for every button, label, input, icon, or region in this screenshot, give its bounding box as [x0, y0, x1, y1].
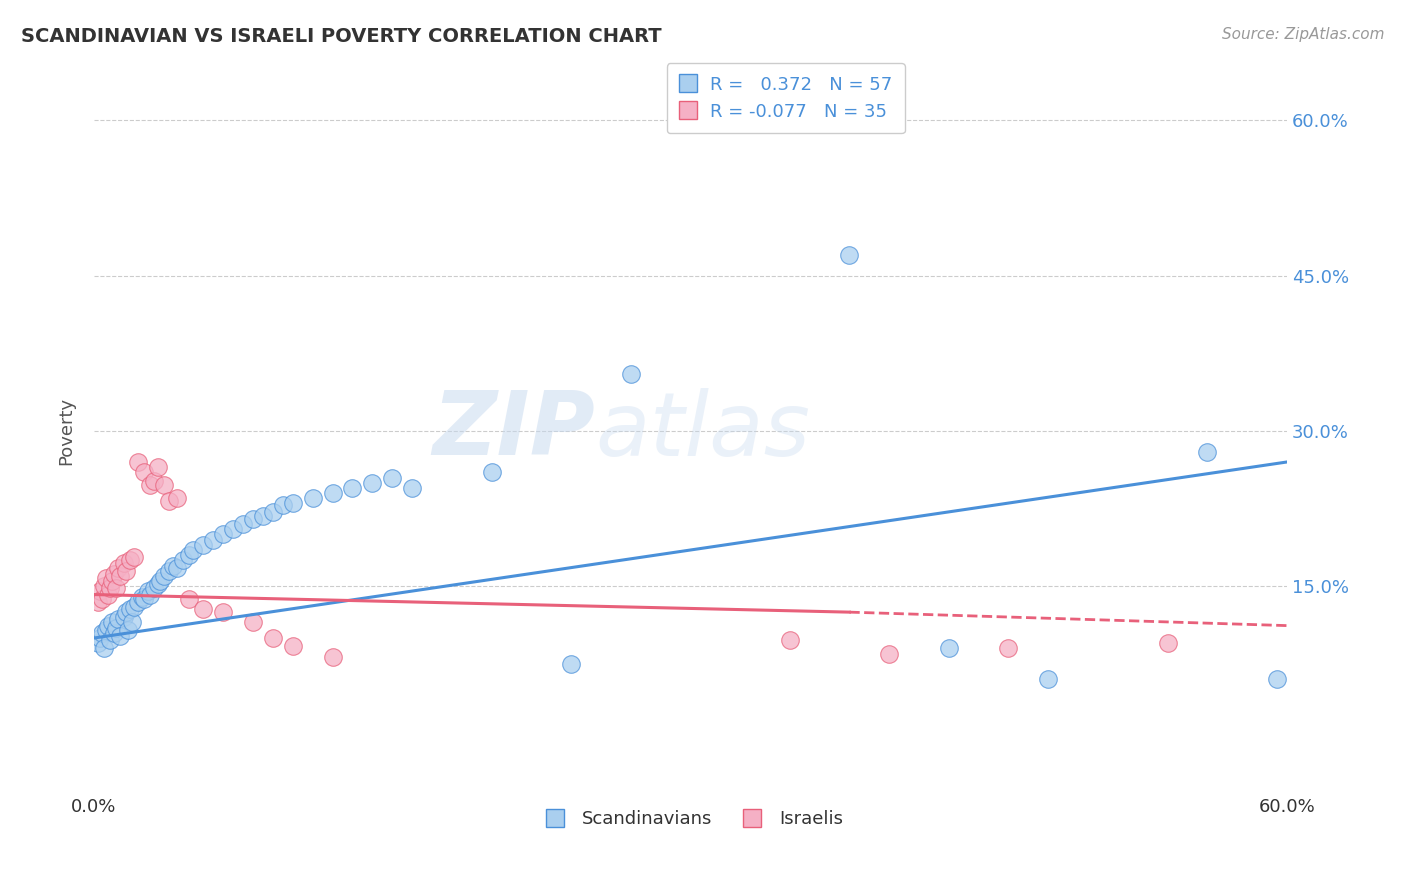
Point — [121, 615, 143, 630]
Point — [101, 615, 124, 630]
Point — [212, 527, 235, 541]
Point — [212, 605, 235, 619]
Point — [132, 466, 155, 480]
Point — [98, 582, 121, 596]
Point — [193, 602, 215, 616]
Point — [166, 491, 188, 506]
Point — [342, 481, 364, 495]
Point — [281, 496, 304, 510]
Text: SCANDINAVIAN VS ISRAELI POVERTY CORRELATION CHART: SCANDINAVIAN VS ISRAELI POVERTY CORRELAT… — [21, 27, 662, 45]
Y-axis label: Poverty: Poverty — [58, 397, 75, 465]
Point — [262, 505, 284, 519]
Point — [117, 623, 139, 637]
Point — [172, 553, 194, 567]
Point — [118, 602, 141, 616]
Point — [159, 494, 181, 508]
Point — [938, 641, 960, 656]
Point — [104, 621, 127, 635]
Point — [127, 455, 149, 469]
Point — [321, 649, 343, 664]
Point — [271, 499, 294, 513]
Point — [118, 553, 141, 567]
Point — [281, 640, 304, 654]
Point — [98, 633, 121, 648]
Point — [146, 577, 169, 591]
Point — [1156, 636, 1178, 650]
Point — [620, 367, 643, 381]
Point — [779, 633, 801, 648]
Point — [107, 612, 129, 626]
Point — [112, 610, 135, 624]
Point — [179, 548, 201, 562]
Point — [103, 566, 125, 581]
Point — [179, 591, 201, 606]
Point — [93, 641, 115, 656]
Point — [361, 475, 384, 490]
Point — [183, 543, 205, 558]
Point — [90, 591, 112, 606]
Point — [138, 588, 160, 602]
Point — [94, 623, 117, 637]
Point — [142, 474, 165, 488]
Point — [131, 590, 153, 604]
Point — [127, 595, 149, 609]
Point — [152, 477, 174, 491]
Point — [321, 486, 343, 500]
Point — [108, 569, 131, 583]
Point — [1038, 673, 1060, 687]
Point — [232, 517, 254, 532]
Point — [114, 564, 136, 578]
Point — [166, 560, 188, 574]
Point — [89, 631, 111, 645]
Point — [560, 657, 582, 671]
Point — [97, 588, 120, 602]
Point — [114, 605, 136, 619]
Point — [877, 647, 900, 661]
Point — [1265, 673, 1288, 687]
Point — [301, 491, 323, 506]
Point — [162, 558, 184, 573]
Point — [142, 582, 165, 596]
Point — [101, 574, 124, 588]
Point — [107, 560, 129, 574]
Point — [103, 625, 125, 640]
Point — [87, 595, 110, 609]
Point — [222, 522, 245, 536]
Point — [138, 477, 160, 491]
Point — [122, 599, 145, 614]
Text: ZIP: ZIP — [432, 387, 595, 475]
Point — [1197, 444, 1219, 458]
Point — [94, 571, 117, 585]
Point — [152, 569, 174, 583]
Point — [202, 533, 225, 547]
Point — [87, 636, 110, 650]
Point — [242, 615, 264, 630]
Point — [122, 550, 145, 565]
Legend: Scandinavians, Israelis: Scandinavians, Israelis — [530, 803, 851, 835]
Point — [97, 618, 120, 632]
Point — [242, 512, 264, 526]
Point — [997, 641, 1019, 656]
Point — [108, 629, 131, 643]
Point — [193, 538, 215, 552]
Point — [112, 557, 135, 571]
Point — [401, 481, 423, 495]
Point — [148, 574, 170, 588]
Text: atlas: atlas — [595, 388, 810, 474]
Point — [252, 508, 274, 523]
Point — [159, 564, 181, 578]
Point — [838, 248, 860, 262]
Point — [146, 460, 169, 475]
Point — [104, 582, 127, 596]
Point — [262, 631, 284, 645]
Point — [136, 584, 159, 599]
Text: Source: ZipAtlas.com: Source: ZipAtlas.com — [1222, 27, 1385, 42]
Point — [481, 466, 503, 480]
Point — [89, 584, 111, 599]
Point — [132, 591, 155, 606]
Point — [90, 625, 112, 640]
Point — [381, 470, 404, 484]
Point — [93, 579, 115, 593]
